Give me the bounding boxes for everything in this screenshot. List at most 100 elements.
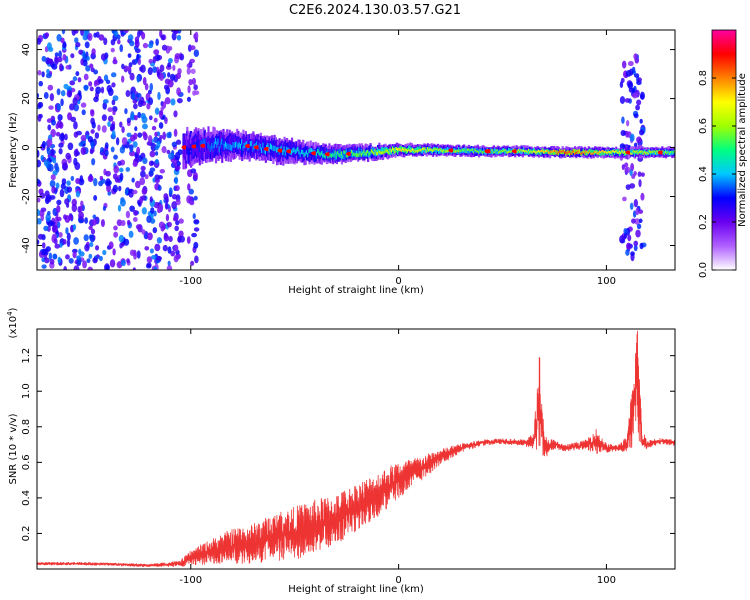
noise-blob (73, 30, 79, 34)
noise-blob (49, 58, 54, 66)
ridge-cell (443, 149, 446, 154)
ridge-cell (271, 144, 274, 150)
noise-blob (60, 90, 66, 97)
spectrogram-panel: -100 0 100 -40 -20 0 20 40 Height of straight … (8, 29, 676, 296)
ridge-cell (406, 149, 410, 153)
noise-blob (621, 164, 626, 170)
ridge-cell (363, 149, 366, 153)
noise-blob (146, 262, 152, 268)
ridge-cell (465, 147, 468, 152)
ridge-cell (234, 141, 238, 148)
ridge-cell (567, 151, 570, 154)
noise-blob (114, 177, 120, 183)
noise-blob (78, 205, 83, 212)
noise-blob (76, 130, 83, 136)
ridge-cell (611, 150, 614, 153)
ridge-cell (219, 131, 223, 152)
noise-blob (192, 213, 196, 220)
noise-blob (132, 99, 138, 104)
noise-blob (133, 210, 139, 216)
noise-blob (64, 133, 68, 141)
noise-blob (619, 81, 624, 88)
noise-blob (70, 224, 74, 233)
ridge-cell (540, 150, 543, 156)
noise-blob (631, 218, 636, 224)
ridge-cell (575, 151, 578, 155)
ridge-cell (542, 150, 546, 153)
ridge-cell (666, 151, 669, 155)
noise-blob (639, 129, 645, 136)
noise-blob (47, 124, 52, 131)
ridge-cell (468, 149, 471, 155)
ridge-cell (229, 144, 233, 151)
ridge-cell (243, 142, 246, 149)
ridge-cell (605, 151, 608, 154)
noise-blob (173, 128, 178, 137)
noise-blob (100, 53, 107, 61)
noise-blob (142, 42, 149, 49)
noise-blob (63, 238, 67, 245)
ridge-cell (656, 150, 659, 153)
ridge-cell (338, 153, 341, 157)
noise-blob (174, 225, 179, 232)
ridge-cell (428, 148, 431, 152)
noise-blob (135, 92, 142, 98)
noise-blob (41, 71, 45, 78)
noise-blob (627, 81, 634, 90)
noise-blob (48, 163, 54, 172)
noise-blob (62, 162, 69, 171)
ridge-cell (646, 151, 649, 154)
noise-blob (75, 42, 81, 48)
spectrogram-x-label: Height of straight line (km) (288, 285, 424, 296)
ridge-cell (620, 151, 623, 155)
ridge-cell (212, 145, 215, 152)
ridge-cell (592, 150, 595, 155)
noise-blob (154, 107, 160, 115)
noise-blob (168, 46, 173, 51)
ridge-cell (394, 150, 397, 154)
noise-blob (141, 123, 148, 130)
noise-blob (64, 198, 70, 206)
noise-blob (88, 225, 93, 231)
noise-blob (637, 77, 642, 83)
noise-blob (190, 260, 195, 266)
ridge-cell (583, 152, 587, 155)
noise-blob (37, 37, 42, 45)
noise-blob (56, 88, 61, 96)
noise-blob (621, 60, 627, 69)
noise-blob (635, 207, 640, 216)
y-tick-label: 20 (21, 92, 32, 105)
noise-blob (37, 69, 42, 76)
noise-blob (164, 202, 169, 210)
noise-blob (175, 220, 180, 226)
noise-blob (174, 151, 181, 161)
noise-blob (74, 162, 81, 171)
ridge-cell (572, 150, 575, 153)
ridge-cell (380, 147, 383, 154)
ridge-cell (191, 147, 194, 155)
noise-blob (159, 64, 165, 73)
noise-blob (98, 78, 104, 84)
noise-blob (176, 34, 182, 41)
noise-blob (107, 107, 114, 113)
noise-blob (627, 61, 634, 67)
spectrogram-frame (36, 29, 676, 271)
figure-title: C2E6.2024.130.03.57.G21 (289, 3, 461, 18)
noise-blob (80, 146, 87, 156)
ridge-cell (621, 149, 624, 157)
ridge-cell (566, 152, 569, 155)
ridge-cell (221, 138, 224, 145)
ridge-cell (586, 150, 589, 153)
ridge-cell (308, 149, 311, 154)
noise-blob (173, 255, 179, 263)
ridge-cell (613, 150, 617, 154)
ridge-cell (453, 149, 456, 152)
ridge-cell (408, 148, 411, 152)
noise-blob (80, 30, 85, 36)
noise-blob (46, 147, 51, 155)
ridge-cell (466, 148, 469, 154)
ridge-cell (261, 147, 264, 153)
ridge-cell (610, 151, 613, 154)
ridge-cell (252, 146, 255, 152)
noise-blob (58, 50, 62, 59)
